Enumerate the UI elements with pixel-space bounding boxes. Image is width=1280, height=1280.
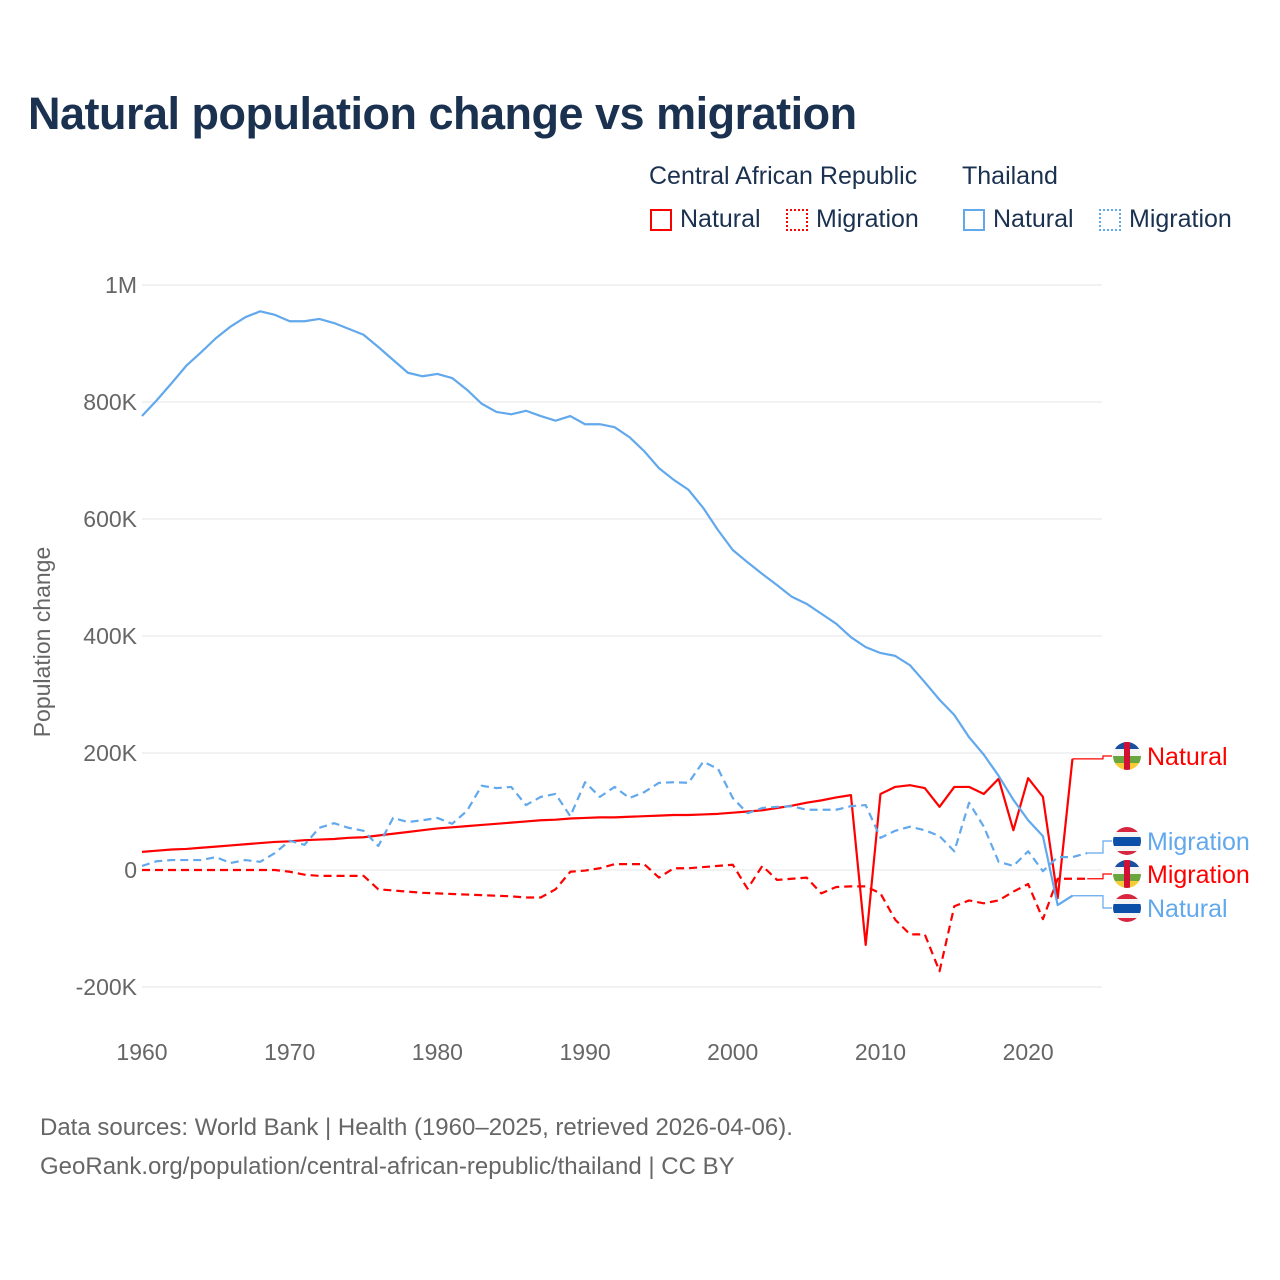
label-connector <box>1087 840 1112 854</box>
x-tick-label: 1980 <box>412 1039 463 1065</box>
x-tick-label: 1970 <box>264 1039 315 1065</box>
series-line-central-african-republic-natural <box>141 758 1074 946</box>
y-tick-label: 400K <box>83 623 137 649</box>
series-end-label: Migration <box>1147 828 1250 856</box>
flag-stripe <box>1113 899 1141 904</box>
flag-stripe <box>1113 894 1141 899</box>
label-connector <box>1072 895 1112 909</box>
x-tick-label: 1960 <box>116 1039 167 1065</box>
series-line-central-african-republic-migration <box>142 863 1088 973</box>
thailand-flag-icon <box>1113 894 1141 922</box>
dotted-swatch-icon <box>1099 208 1121 231</box>
thailand-flag-icon <box>1113 827 1141 855</box>
y-tick-label: 800K <box>83 389 137 415</box>
legend-label: Natural <box>680 205 761 233</box>
y-axis-label: Population change <box>29 547 55 738</box>
series-line-thailand-migration <box>141 760 1088 873</box>
dotted-swatch-icon <box>786 208 808 231</box>
legend-group-central-african-republic: Central African Republic <box>649 162 918 190</box>
flag-stripe <box>1113 827 1141 832</box>
legend-label: Migration <box>816 205 919 233</box>
flag-body <box>1113 894 1141 922</box>
legend-thailand-migration[interactable]: Migration <box>1099 205 1232 234</box>
y-tick-label: 200K <box>83 740 137 766</box>
series-end-label: Natural <box>1147 895 1228 923</box>
legend-thailand-natural[interactable]: Natural <box>963 205 1074 234</box>
label-connector <box>1072 755 1112 760</box>
flag-stripe <box>1113 832 1141 837</box>
legend-car-natural[interactable]: Natural <box>650 205 761 234</box>
flag-stripe <box>1113 837 1141 846</box>
footer: Data sources: World Bank | Health (1960–… <box>40 1108 793 1186</box>
source-line: Data sources: World Bank | Health (1960–… <box>40 1114 793 1141</box>
flag-body <box>1113 742 1141 770</box>
y-tick-label: -200K <box>76 974 138 1000</box>
flag-stripe <box>1113 918 1141 922</box>
solid-swatch-icon <box>650 208 672 231</box>
x-tick-label: 2000 <box>707 1039 758 1065</box>
flag-stripe <box>1113 851 1141 855</box>
flag-stripe <box>1124 742 1130 770</box>
x-tick-label: 1990 <box>559 1039 610 1065</box>
legend-label: Migration <box>1129 205 1232 233</box>
flag-stripe <box>1113 846 1141 851</box>
legend-group-thailand: Thailand <box>962 162 1058 190</box>
x-tick-label: 2020 <box>1003 1039 1054 1065</box>
legend-car-migration[interactable]: Migration <box>786 205 919 234</box>
solid-swatch-icon <box>963 208 985 231</box>
series-end-label: Migration <box>1147 861 1250 889</box>
x-tick-label: 2010 <box>855 1039 906 1065</box>
series-end-label: Natural <box>1147 743 1228 771</box>
url-line: GeoRank.org/population/central-african-r… <box>40 1153 735 1180</box>
flag-stripe <box>1113 913 1141 918</box>
series-line-thailand-natural <box>141 310 1074 907</box>
flag-stripe <box>1113 904 1141 913</box>
central-african-republic-flag-icon <box>1113 860 1141 888</box>
y-tick-label: 1M <box>105 272 137 298</box>
flag-stripe <box>1124 860 1130 888</box>
chart-title: Natural population change vs migration <box>28 88 857 139</box>
central-african-republic-flag-icon <box>1113 742 1141 770</box>
y-tick-label: 0 <box>124 857 137 883</box>
flag-body <box>1113 860 1141 888</box>
y-tick-label: 600K <box>83 506 137 532</box>
legend-label: Natural <box>993 205 1074 233</box>
label-connector <box>1087 873 1112 880</box>
flag-body <box>1113 827 1141 855</box>
